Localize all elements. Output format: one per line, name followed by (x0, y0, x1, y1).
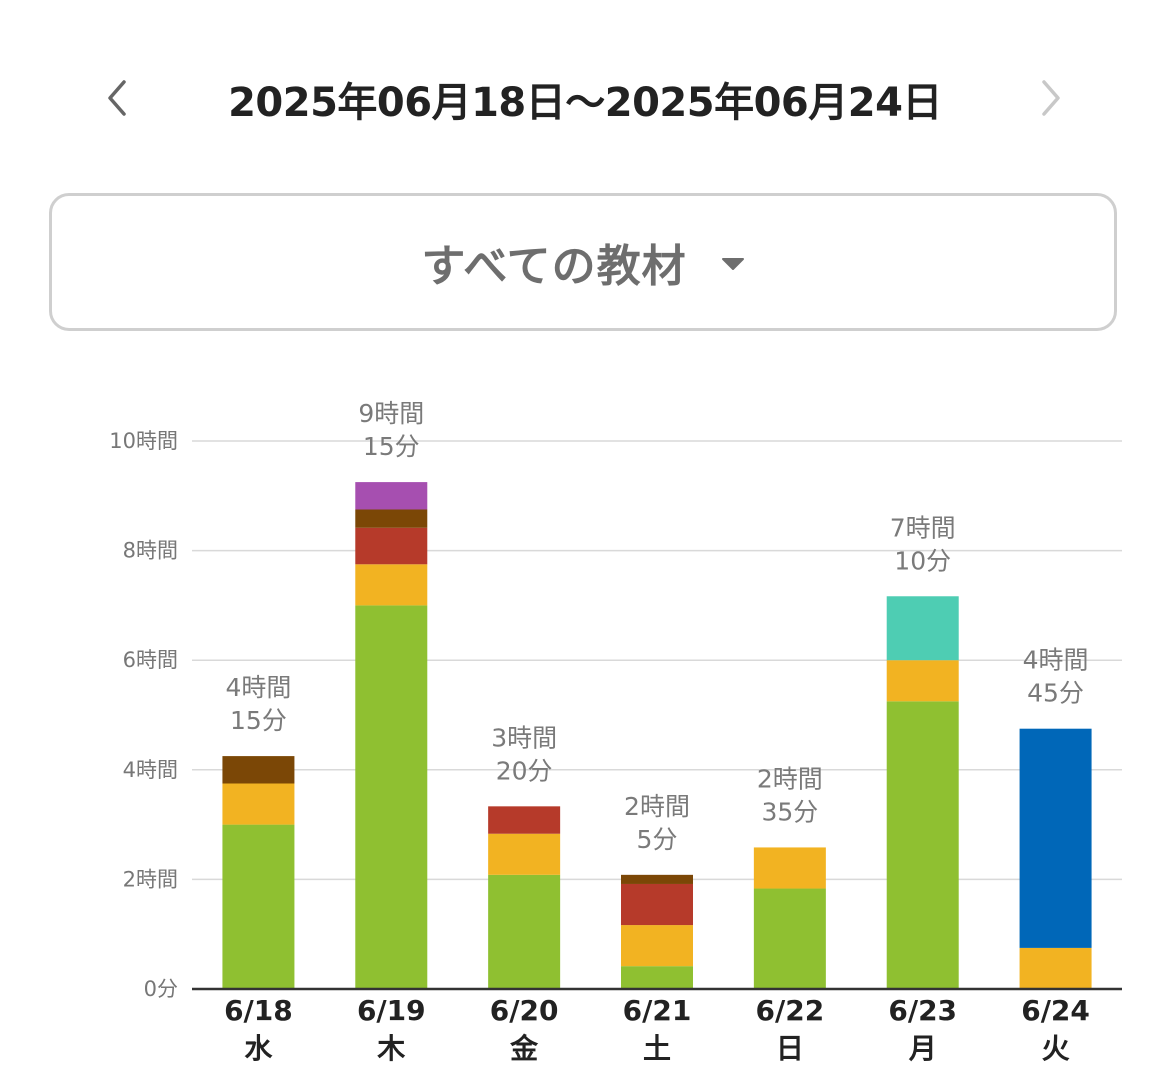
date-range-header: 2025年06月18日〜2025年06月24日 (0, 60, 1170, 140)
x-weekday-label: 水 (244, 1032, 273, 1065)
bar-segment (621, 874, 693, 884)
bar-total-hours-label: 7時間 (890, 513, 956, 542)
bar-segment (222, 756, 295, 784)
x-date-label: 6/21 (623, 994, 692, 1027)
x-date-label: 6/24 (1021, 994, 1090, 1027)
x-weekday-label: 金 (509, 1032, 539, 1065)
next-week-button[interactable] (1020, 60, 1080, 136)
x-date-label: 6/18 (224, 994, 293, 1027)
bar-total-hours-label: 4時間 (1023, 646, 1089, 675)
bar-segment (621, 966, 693, 989)
x-date-label: 6/23 (888, 994, 957, 1027)
x-weekday-label: 日 (776, 1032, 804, 1065)
x-date-label: 6/19 (357, 994, 426, 1027)
bar-segment (886, 596, 959, 661)
previous-week-button[interactable] (88, 60, 148, 136)
y-tick-label: 2時間 (123, 867, 178, 891)
material-selector[interactable]: すべての教材 (49, 193, 1117, 331)
x-date-label: 6/20 (490, 994, 559, 1027)
bar-segment (355, 509, 428, 528)
y-tick-label: 8時間 (123, 539, 178, 563)
date-range-title: 2025年06月18日〜2025年06月24日 (228, 80, 942, 126)
y-tick-label: 0分 (144, 977, 178, 1001)
bar-segment (1019, 947, 1092, 989)
bar-total-minutes-label: 20分 (496, 756, 553, 785)
caret-down-icon (721, 258, 744, 270)
study-time-bar-chart: 0分 2時間 4時間 6時間 8時間 10時間 4時間 15分 6/18 水 9時間 15分 6/19 木… (109, 399, 1122, 1065)
material-selector-label: すべての教材 (421, 241, 687, 292)
x-weekday-label: 火 (1042, 1032, 1070, 1065)
bar-segment (621, 883, 693, 926)
bar-total-hours-label: 4時間 (225, 673, 291, 702)
bar-total-minutes-label: 45分 (1027, 679, 1084, 708)
y-tick-label: 10時間 (109, 429, 178, 453)
bar-segment (355, 527, 428, 565)
bar-segment (621, 925, 693, 967)
x-weekday-label: 月 (908, 1032, 937, 1065)
bar-segment (753, 888, 826, 989)
bar-total-hours-label: 3時間 (491, 723, 557, 752)
bar-total-minutes-label: 15分 (230, 706, 287, 735)
x-weekday-label: 土 (643, 1032, 671, 1065)
chevron-right-icon (1042, 80, 1060, 116)
bar-segment (355, 605, 428, 989)
bar-total-minutes-label: 5分 (637, 825, 678, 854)
bar-segment (355, 564, 428, 606)
bar-segment (886, 701, 959, 989)
bar-total-minutes-label: 10分 (894, 546, 951, 575)
bar-total-hours-label: 9時間 (358, 399, 424, 428)
bar-segment (488, 833, 561, 875)
x-weekday-label: 木 (376, 1032, 405, 1065)
bar-total-minutes-label: 15分 (363, 432, 420, 461)
bar-segment (355, 482, 428, 510)
bar-segment (222, 824, 295, 989)
bar-total-hours-label: 2時間 (624, 792, 690, 821)
x-date-label: 6/22 (756, 994, 825, 1027)
chevron-left-icon (108, 80, 126, 116)
bar-segment (1019, 728, 1092, 948)
bar-segment (753, 847, 826, 889)
bar-segment (222, 783, 295, 825)
y-tick-label: 6時間 (123, 648, 178, 672)
bar-total-minutes-label: 35分 (761, 797, 818, 826)
y-tick-label: 4時間 (123, 758, 178, 782)
bar-segment (886, 660, 959, 702)
bar-segment (488, 806, 561, 834)
bar-total-hours-label: 2時間 (757, 764, 823, 793)
bar-segment (488, 874, 561, 989)
